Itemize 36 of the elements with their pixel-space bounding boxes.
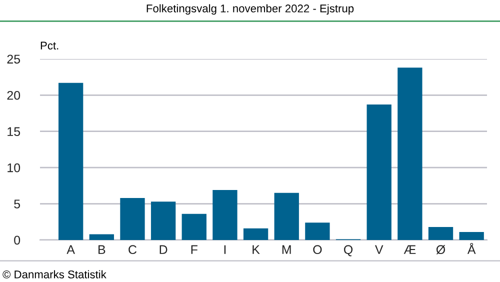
x-tick-label: O <box>313 245 322 254</box>
bar <box>274 192 299 240</box>
bar <box>459 232 484 240</box>
x-tick-label: F <box>191 245 198 254</box>
bar <box>58 82 84 240</box>
x-tick-label: I <box>224 245 226 254</box>
text: © Danmarks Statistik <box>2 270 106 278</box>
y-axis-title: Pct. <box>40 42 58 50</box>
y-tick-label: 5 <box>14 200 20 208</box>
y-tick-label: 15 <box>8 127 20 136</box>
y-tick-label: 0 <box>14 236 20 245</box>
y-tick-label: 10 <box>8 163 20 172</box>
x-tick-label: B <box>98 245 106 254</box>
x-tick-label: V <box>374 245 384 254</box>
y-tick-label: 20 <box>7 90 20 100</box>
bar <box>150 202 176 240</box>
bar <box>120 198 145 240</box>
bar <box>243 228 268 240</box>
x-tick-label: M <box>282 245 291 254</box>
x-tick-label: C <box>128 245 137 254</box>
bar <box>398 68 422 240</box>
bar <box>366 104 392 240</box>
x-tick-label: Å <box>467 242 476 254</box>
chart-title: Folketingsvalg 1. november 2022 - Ejstrup <box>146 4 354 15</box>
x-tick-label: Q <box>344 245 353 256</box>
y-tick-label: 25 <box>7 54 20 64</box>
x-tick-label: K <box>252 245 260 254</box>
bar <box>305 222 330 240</box>
bar <box>428 226 454 240</box>
x-tick-label: A <box>66 245 75 254</box>
x-tick-label: D <box>160 245 168 254</box>
bar <box>89 234 114 240</box>
x-tick-label: Ø <box>436 244 446 254</box>
bar <box>212 190 238 240</box>
bar <box>182 214 206 240</box>
x-tick-label: Æ <box>404 245 416 254</box>
